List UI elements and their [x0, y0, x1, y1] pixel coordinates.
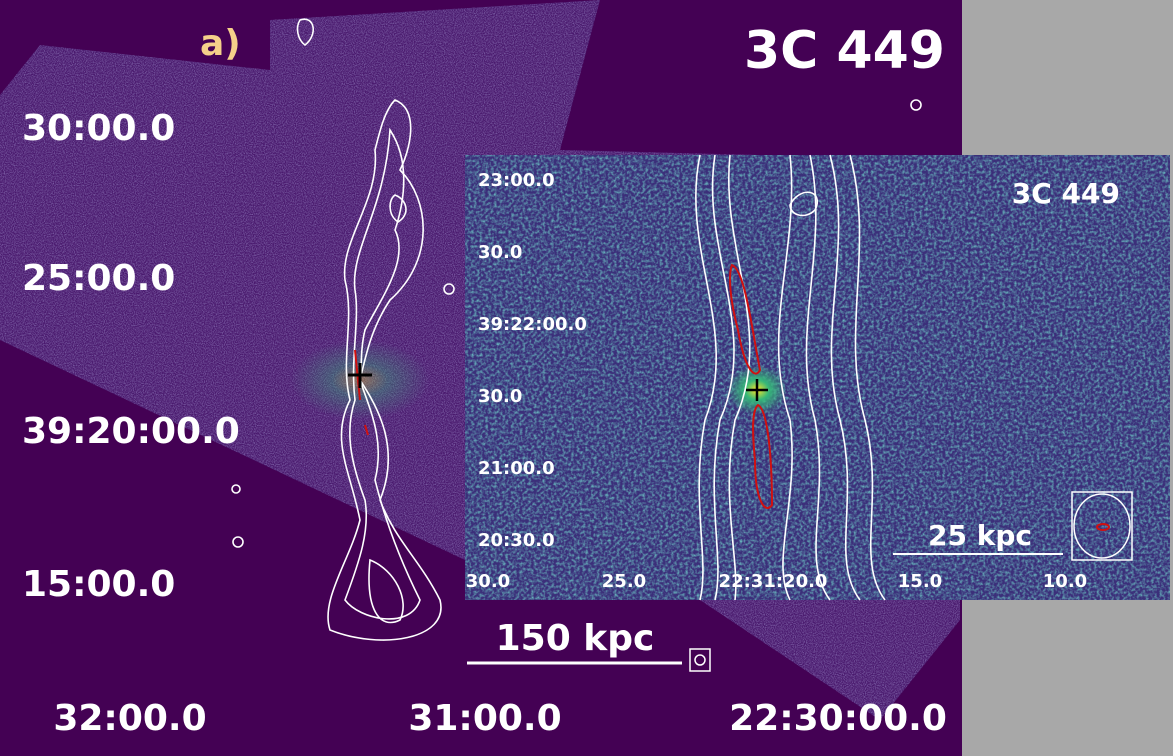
radio-contours [231, 18, 922, 641]
inset-y-label: 21:00.0 [478, 458, 555, 479]
inset [465, 154, 1170, 601]
inset-y-label: 39:22:00.0 [478, 314, 587, 335]
y-label: 15:00.0 [22, 564, 175, 605]
beam-box [689, 648, 711, 672]
x-label: 31:00.0 [408, 698, 561, 739]
inset-x-label: 30.0 [466, 571, 510, 592]
inset-x-label: 25.0 [602, 571, 646, 592]
title: 3C 449 [744, 21, 945, 81]
inset-contours [695, 154, 886, 601]
panel-label: a) [200, 23, 241, 64]
core-marker [348, 363, 372, 388]
y-label: 39:20:00.0 [22, 411, 240, 452]
inset-y-label: 30.0 [478, 242, 522, 263]
inset-scale-label: 25 kpc [928, 519, 1032, 552]
y-label: 30:00.0 [22, 108, 175, 149]
scale-label: 150 kpc [496, 618, 655, 659]
x-label: 32:00.0 [53, 698, 206, 739]
inset-x-label: 10.0 [1043, 571, 1087, 592]
inset-y-label: 20:30.0 [478, 530, 555, 551]
x-label: 22:30:00.0 [729, 698, 947, 739]
y-label: 25:00.0 [22, 258, 175, 299]
inset-x-label: 22:31:20.0 [719, 571, 828, 592]
inset-x-label: 15.0 [898, 571, 942, 592]
inset-title: 3C 449 [1012, 177, 1120, 210]
inset-y-label: 23:00.0 [478, 170, 555, 191]
inset-y-label: 30.0 [478, 386, 522, 407]
beam [694, 654, 706, 666]
